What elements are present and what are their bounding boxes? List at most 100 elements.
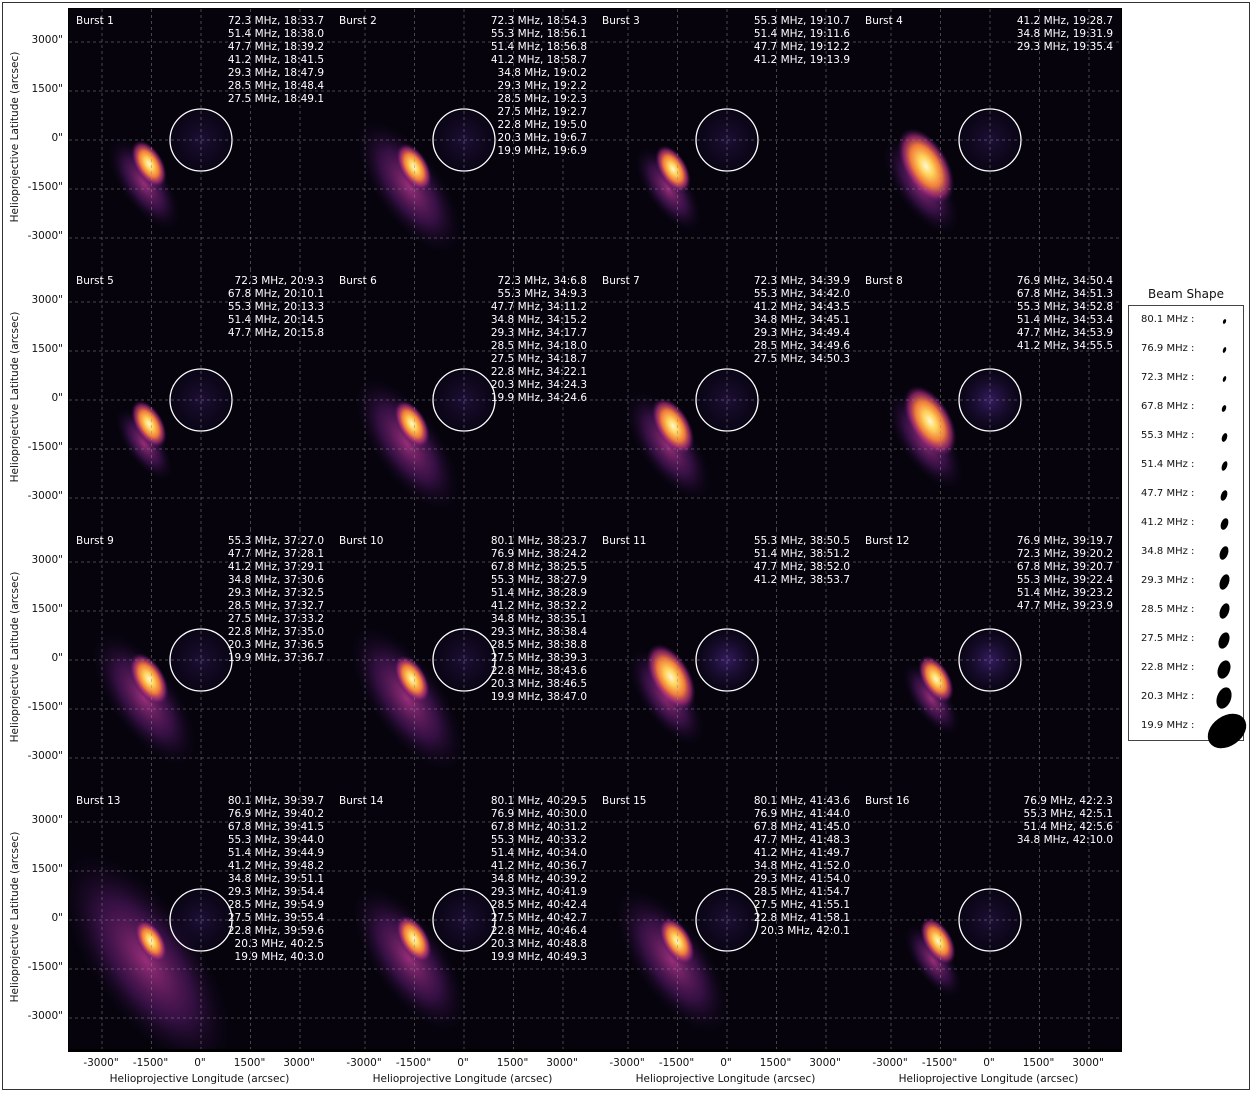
frequency-time-entry: 19.9 MHz, 19:6.9 [497, 145, 587, 157]
radio-image [69, 9, 332, 269]
y-tick-label: 0" [51, 652, 63, 664]
frequency-time-entry: 28.5 MHz, 19:2.3 [497, 93, 587, 105]
frequency-time-entry: 51.4 MHz, 18:56.8 [490, 41, 587, 53]
burst-frequency-times: 72.3 MHz, 34:39.9 55.3 MHz, 34:42.0 41.2 M… [754, 275, 850, 366]
y-tick-label: 1500" [31, 83, 63, 95]
frequency-time-entry: 55.3 MHz, 34:52.8 [1016, 301, 1113, 313]
burst-panel: Burst 15 80.1 MHz, 41:43.6 76.9 MHz, 41:44… [595, 789, 858, 1049]
frequency-time-entry: 34.8 MHz, 19:0.2 [497, 67, 587, 79]
y-tick-label: -3000" [27, 230, 63, 242]
burst-title: Burst 13 [76, 795, 121, 807]
beam-frequency-label: 34.8 MHz : [1141, 546, 1195, 557]
radio-image [595, 269, 858, 529]
frequency-time-entry: 55.3 MHz, 18:56.1 [490, 28, 587, 40]
frequency-time-entry: 51.4 MHz, 39:23.2 [1016, 587, 1113, 599]
y-tick-label: 3000" [31, 294, 63, 306]
radio-image [858, 529, 1121, 789]
beam-frequency-label: 47.7 MHz : [1141, 488, 1195, 499]
beam-ellipse [1221, 375, 1227, 383]
frequency-time-entry: 72.3 MHz, 34:6.8 [497, 275, 587, 287]
burst-frequency-times: 72.3 MHz, 18:33.7 51.4 MHz, 18:38.0 47.7 M… [228, 15, 324, 106]
x-tick-label: 3000" [546, 1057, 578, 1069]
frequency-time-entry: 80.1 MHz, 40:29.5 [490, 795, 587, 807]
burst-panel: Burst 16 76.9 MHz, 42:2.3 55.3 MHz, 42:5.1… [858, 789, 1121, 1049]
beam-frequency-label: 41.2 MHz : [1141, 517, 1195, 528]
frequency-time-entry: 20.3 MHz, 19:6.7 [497, 132, 587, 144]
frequency-time-entry: 19.9 MHz, 37:36.7 [227, 652, 324, 664]
frequency-time-entry: 27.5 MHz, 38:39.3 [490, 652, 587, 664]
frequency-time-entry: 55.3 MHz, 40:33.2 [490, 834, 587, 846]
beam-shape-title: Beam Shape [1147, 287, 1225, 301]
burst-panels-grid: Burst 1 72.3 MHz, 18:33.7 51.4 MHz, 18:38.… [68, 8, 1122, 1052]
frequency-time-entry: 29.3 MHz, 41:54.0 [753, 873, 850, 885]
burst-frequency-times: 80.1 MHz, 39:39.7 76.9 MHz, 39:40.2 67.8 M… [228, 795, 324, 964]
frequency-time-entry: 28.5 MHz, 18:48.4 [227, 80, 324, 92]
frequency-time-entry: 72.3 MHz, 20:9.3 [234, 275, 324, 287]
beam-frequency-label: 51.4 MHz : [1141, 459, 1195, 470]
frequency-time-entry: 55.3 MHz, 20:13.3 [227, 301, 324, 313]
frequency-time-entry: 34.8 MHz, 34:45.1 [753, 314, 850, 326]
beam-ellipse [1220, 431, 1228, 443]
frequency-time-entry: 20.3 MHz, 42:0.1 [760, 925, 850, 937]
frequency-time-entry: 55.3 MHz, 19:10.7 [753, 15, 850, 27]
frequency-time-entry: 80.1 MHz, 39:39.7 [227, 795, 324, 807]
burst-title: Burst 14 [339, 795, 384, 807]
frequency-time-entry: 55.3 MHz, 39:22.4 [1016, 574, 1113, 586]
frequency-time-entry: 34.8 MHz, 38:35.1 [490, 613, 587, 625]
radio-image [69, 789, 332, 1049]
x-tick-label: 1500" [233, 1057, 266, 1069]
burst-frequency-times: 80.1 MHz, 41:43.6 76.9 MHz, 41:44.0 67.8 M… [754, 795, 850, 938]
frequency-time-entry: 27.5 MHz, 41:55.1 [753, 899, 850, 911]
frequency-time-entry: 34.8 MHz, 34:15.2 [490, 314, 587, 326]
x-tick-label: -1500" [132, 1057, 169, 1069]
frequency-time-entry: 41.2 MHz, 18:41.5 [227, 54, 324, 66]
burst-panel: Burst 7 72.3 MHz, 34:39.9 55.3 MHz, 34:42.… [595, 269, 858, 529]
frequency-time-entry: 29.3 MHz, 34:17.7 [490, 327, 587, 339]
burst-panel: Burst 12 76.9 MHz, 39:19.7 72.3 MHz, 39:20… [858, 529, 1121, 789]
burst-frequency-times: 72.3 MHz, 34:6.8 55.3 MHz, 34:9.3 47.7 MHz… [491, 275, 587, 405]
frequency-time-entry: 55.3 MHz, 34:9.3 [497, 288, 587, 300]
x-axis-label: Helioprojective Longitude (arcsec) [372, 1073, 553, 1085]
burst-panel: Burst 10 80.1 MHz, 38:23.7 76.9 MHz, 38:24… [332, 529, 595, 789]
beam-frequency-label: 76.9 MHz : [1141, 343, 1195, 354]
frequency-time-entry: 29.3 MHz, 38:38.4 [490, 626, 587, 638]
y-tick-label: 0" [51, 912, 63, 924]
burst-panel: Burst 9 55.3 MHz, 37:27.0 47.7 MHz, 37:28.… [69, 529, 332, 789]
beam-ellipse [1216, 630, 1232, 650]
burst-frequency-times: 55.3 MHz, 37:27.0 47.7 MHz, 37:28.1 41.2 M… [228, 535, 324, 665]
frequency-time-entry: 19.9 MHz, 34:24.6 [490, 392, 587, 404]
frequency-time-entry: 41.2 MHz, 38:32.2 [490, 600, 587, 612]
radio-image [595, 529, 858, 789]
frequency-time-entry: 28.5 MHz, 34:18.0 [490, 340, 587, 352]
burst-frequency-times: 76.9 MHz, 34:50.4 67.8 MHz, 34:51.3 55.3 M… [1017, 275, 1113, 353]
frequency-time-entry: 27.5 MHz, 34:18.7 [490, 353, 587, 365]
burst-title: Burst 9 [76, 535, 114, 547]
burst-title: Burst 15 [602, 795, 647, 807]
frequency-time-entry: 20.3 MHz, 34:24.3 [490, 379, 587, 391]
frequency-time-entry: 41.2 MHz, 18:58.7 [490, 54, 587, 66]
frequency-time-entry: 22.8 MHz, 38:43.6 [490, 665, 587, 677]
frequency-time-entry: 34.8 MHz, 19:31.9 [1016, 28, 1113, 40]
frequency-time-entry: 80.1 MHz, 41:43.6 [753, 795, 850, 807]
burst-panel: Burst 2 72.3 MHz, 18:54.3 55.3 MHz, 18:56.… [332, 9, 595, 269]
frequency-time-entry: 34.8 MHz, 41:52.0 [753, 860, 850, 872]
frequency-time-entry: 55.3 MHz, 37:27.0 [227, 535, 324, 547]
frequency-time-entry: 28.5 MHz, 41:54.7 [753, 886, 850, 898]
y-axis-label: Helioprojective Latitude (arcsec) [9, 831, 21, 1003]
burst-panel: Burst 6 72.3 MHz, 34:6.8 55.3 MHz, 34:9.3 4… [332, 269, 595, 529]
burst-frequency-times: 72.3 MHz, 20:9.3 67.8 MHz, 20:10.1 55.3 MH… [228, 275, 324, 340]
frequency-time-entry: 22.8 MHz, 34:22.1 [490, 366, 587, 378]
frequency-time-entry: 76.9 MHz, 42:2.3 [1023, 795, 1113, 807]
x-tick-label: -1500" [658, 1057, 695, 1069]
burst-title: Burst 3 [602, 15, 640, 27]
beam-ellipse [1217, 545, 1231, 561]
x-tick-label: 0" [720, 1057, 732, 1069]
beam-frequency-label: 29.3 MHz : [1141, 575, 1195, 586]
burst-title: Burst 16 [865, 795, 910, 807]
frequency-time-entry: 29.3 MHz, 39:54.4 [227, 886, 324, 898]
beam-frequency-label: 28.5 MHz : [1141, 604, 1195, 615]
frequency-time-entry: 20.3 MHz, 38:46.5 [490, 678, 587, 690]
frequency-time-entry: 67.8 MHz, 34:51.3 [1016, 288, 1113, 300]
frequency-time-entry: 47.7 MHz, 18:39.2 [227, 41, 324, 53]
